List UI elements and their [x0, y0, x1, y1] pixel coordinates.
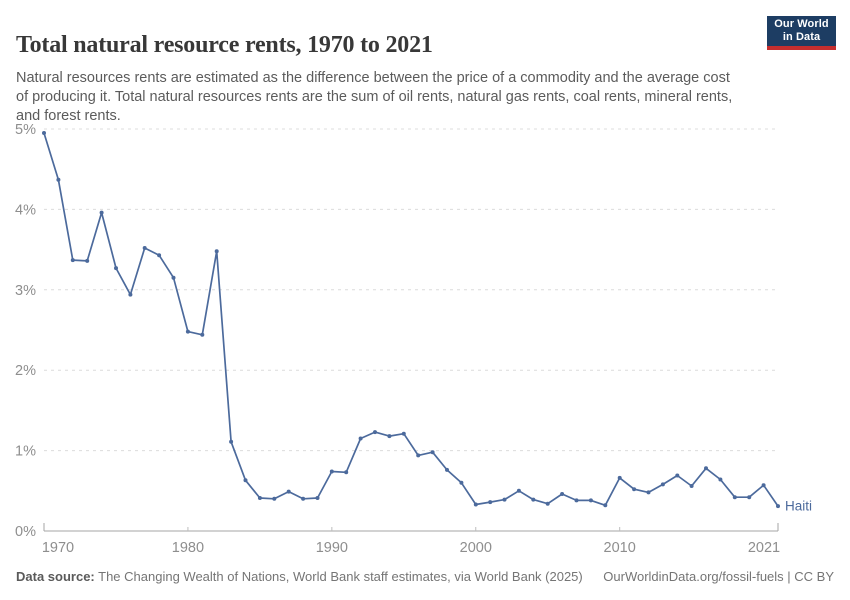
data-point — [689, 484, 694, 488]
data-point — [675, 473, 680, 478]
x-tick-label: 2021 — [748, 540, 780, 556]
data-point — [387, 434, 392, 439]
data-point — [747, 495, 752, 500]
data-point — [401, 431, 406, 436]
data-point — [776, 504, 780, 509]
data-point — [588, 498, 593, 503]
data-source-label: Data source: — [16, 569, 95, 584]
data-point — [459, 480, 464, 485]
data-point — [516, 488, 521, 493]
data-point — [142, 246, 147, 250]
data-point — [243, 478, 248, 483]
x-tick-label: 1970 — [42, 540, 74, 556]
data-point — [545, 501, 550, 506]
data-point — [646, 490, 651, 495]
data-point — [157, 253, 162, 258]
data-point — [214, 249, 219, 254]
data-point — [617, 475, 622, 480]
y-tick-label: 2% — [15, 363, 36, 379]
data-point — [660, 482, 665, 487]
line-chart: 0% 1% 2% 3% 4% 5% 1970 1980 1990 2000 2010 2021 Hait… — [15, 122, 812, 556]
data-point — [632, 487, 637, 492]
data-point — [502, 497, 507, 502]
data-point — [531, 497, 536, 502]
data-point — [70, 258, 75, 263]
owid-logo-line1: Our World — [774, 18, 829, 30]
data-point — [128, 292, 133, 297]
y-tick-label: 3% — [15, 283, 36, 299]
data-line — [43, 132, 779, 507]
page-title: Total natural resource rents, 1970 to 20… — [16, 32, 433, 59]
series-end-label: Haiti — [785, 499, 812, 514]
y-tick-label: 0% — [15, 524, 36, 540]
data-point — [185, 329, 190, 334]
owid-url-link[interactable]: OurWorldinData.org/fossil-fuels | CC BY — [603, 569, 834, 584]
y-tick-label: 5% — [15, 122, 36, 138]
data-point — [286, 489, 291, 494]
data-source-text: Data source: The Changing Wealth of Nati… — [16, 569, 583, 584]
data-point — [430, 450, 435, 455]
data-point — [56, 177, 61, 182]
data-point — [603, 503, 608, 508]
data-point — [344, 470, 349, 475]
data-point — [42, 131, 46, 135]
data-point — [473, 502, 478, 507]
y-tick-label: 1% — [15, 444, 36, 460]
data-point — [200, 332, 205, 337]
data-point — [718, 477, 723, 482]
data-point — [85, 258, 90, 263]
data-point — [560, 492, 565, 496]
data-point — [761, 483, 766, 488]
data-point — [488, 500, 493, 505]
data-point — [574, 498, 579, 503]
chart-subtitle: Natural resources rents are estimated as… — [16, 69, 733, 124]
data-point — [732, 495, 737, 500]
data-point — [171, 275, 176, 280]
owid-logo-line2: in Data — [782, 31, 821, 43]
y-tick-label: 4% — [15, 202, 36, 218]
x-tick-label: 2010 — [604, 540, 636, 556]
x-tick-label: 1990 — [316, 540, 348, 556]
data-point — [272, 496, 277, 501]
data-point — [373, 430, 377, 435]
data-point — [257, 496, 262, 500]
chart-footer: Data source: The Changing Wealth of Nati… — [16, 569, 834, 584]
data-point — [114, 266, 118, 271]
data-point — [229, 439, 234, 444]
data-point — [445, 467, 449, 472]
x-tick-label: 1980 — [172, 540, 204, 556]
data-point — [301, 496, 306, 501]
data-point — [704, 466, 708, 471]
data-point — [358, 436, 363, 441]
owid-logo[interactable]: Our World in Data — [767, 16, 836, 50]
data-point — [99, 210, 104, 215]
data-point — [329, 469, 334, 474]
data-point — [315, 496, 320, 500]
x-tick-label: 2000 — [460, 540, 492, 556]
data-source-value: The Changing Wealth of Nations, World Ba… — [94, 569, 583, 584]
data-point — [416, 453, 421, 458]
